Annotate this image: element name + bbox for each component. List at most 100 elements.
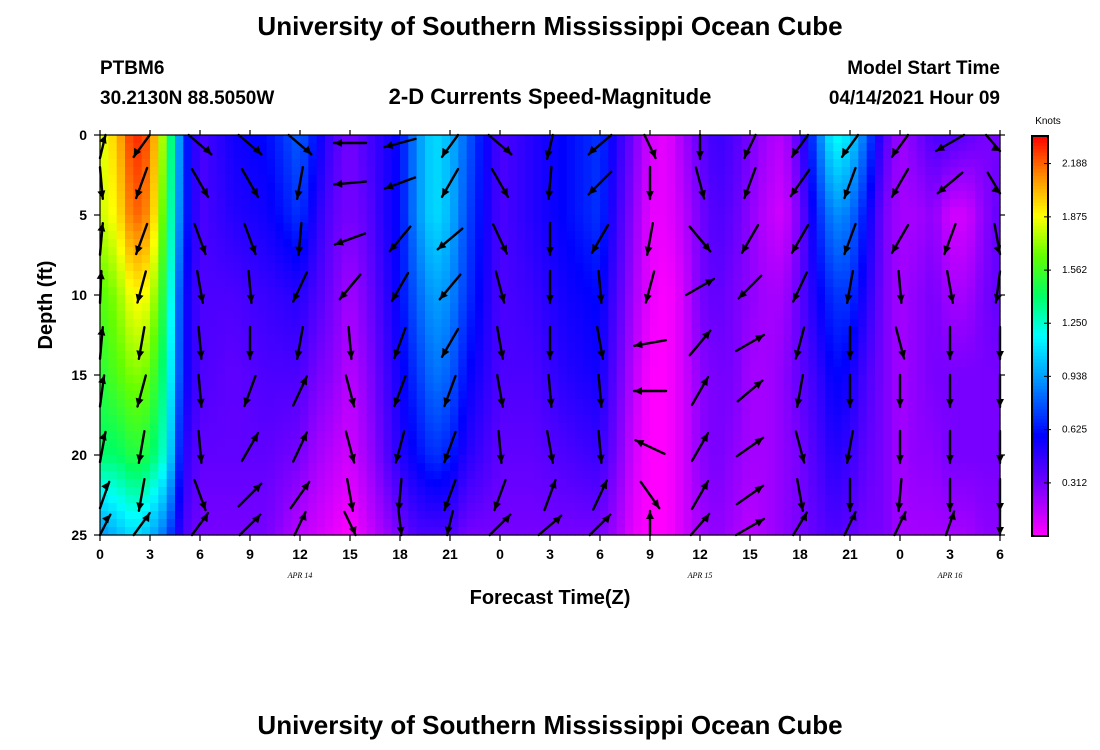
heatmap-cell (166, 311, 176, 320)
heatmap-cell (125, 319, 134, 328)
heatmap-cell (250, 383, 259, 392)
heatmap-cell (558, 239, 568, 248)
heatmap-cell (783, 191, 793, 200)
heatmap-cell (766, 239, 776, 248)
heatmap-cell (541, 207, 551, 216)
heatmap-cell (533, 311, 543, 320)
heatmap-cell (558, 471, 568, 480)
heatmap-cell (291, 239, 301, 248)
heatmap-cell (341, 439, 351, 448)
heatmap-cell (383, 167, 393, 176)
heatmap-cell (275, 223, 284, 232)
heatmap-cell (658, 135, 668, 144)
heatmap-cell (600, 239, 609, 248)
heatmap-cell (225, 367, 234, 376)
heatmap-cell (883, 455, 893, 464)
heatmap-cell (158, 511, 168, 520)
heatmap-cell (783, 399, 793, 408)
heatmap-cell (558, 463, 568, 472)
heatmap-cell (191, 159, 201, 168)
heatmap-cell (850, 447, 859, 456)
heatmap-cell (308, 135, 318, 144)
heatmap-cell (858, 343, 868, 352)
heatmap-cell (100, 295, 109, 304)
heatmap-cell (658, 239, 668, 248)
heatmap-cell (266, 143, 276, 152)
heatmap-cell (208, 303, 218, 312)
heatmap-cell (200, 311, 209, 320)
heatmap-cell (891, 375, 901, 384)
heatmap-cell (616, 167, 626, 176)
heatmap-cell (125, 287, 134, 296)
heatmap-cell (683, 335, 693, 344)
heatmap-cell (783, 223, 793, 232)
heatmap-cell (683, 287, 693, 296)
heatmap-cell (625, 447, 634, 456)
heatmap-cell (658, 423, 668, 432)
heatmap-cell (466, 463, 476, 472)
heatmap-cell (116, 431, 126, 440)
heatmap-cell (591, 415, 601, 424)
heatmap-cell (641, 503, 651, 512)
heatmap-cell (466, 231, 476, 240)
heatmap-cell (875, 151, 884, 160)
heatmap-cell (691, 255, 701, 264)
heatmap-cell (158, 319, 168, 328)
heatmap-cell (733, 231, 743, 240)
heatmap-cell (883, 415, 893, 424)
heatmap-cell (683, 231, 693, 240)
heatmap-cell (666, 367, 676, 376)
heatmap-cell (491, 383, 501, 392)
heatmap-cell (750, 503, 759, 512)
heatmap-cell (475, 343, 484, 352)
heatmap-cell (208, 367, 218, 376)
heatmap-cell (400, 239, 409, 248)
heatmap-cell (275, 407, 284, 416)
heatmap-cell (500, 463, 509, 472)
heatmap-cell (450, 167, 459, 176)
heatmap-cell (350, 415, 359, 424)
heatmap-cell (333, 255, 343, 264)
heatmap-cell (358, 519, 368, 528)
heatmap-cell (133, 271, 143, 280)
heatmap-cell (583, 287, 593, 296)
heatmap-cell (116, 271, 126, 280)
heatmap-cell (825, 463, 834, 472)
heatmap-cell (700, 255, 709, 264)
heatmap-cell (616, 247, 626, 256)
heatmap-cell (133, 223, 143, 232)
heatmap-cell (700, 439, 709, 448)
heatmap-cell (833, 239, 843, 248)
heatmap-cell (741, 159, 751, 168)
heatmap-cell (150, 327, 159, 336)
heatmap-cell (333, 191, 343, 200)
heatmap-cell (258, 503, 268, 512)
heatmap-cell (891, 343, 901, 352)
heatmap-cell (375, 359, 384, 368)
heatmap-cell (608, 415, 618, 424)
heatmap-cell (858, 519, 868, 528)
heatmap-cell (625, 159, 634, 168)
heatmap-cell (466, 375, 476, 384)
heatmap-cell (775, 135, 784, 144)
heatmap-cell (925, 367, 934, 376)
heatmap-cell (250, 471, 259, 480)
heatmap-cell (825, 191, 834, 200)
heatmap-cell (725, 287, 734, 296)
heatmap-cell (375, 183, 384, 192)
heatmap-cell (175, 335, 184, 344)
heatmap-cell (650, 207, 659, 216)
heatmap-cell (575, 151, 584, 160)
heatmap-cell (341, 151, 351, 160)
heatmap-cell (325, 135, 334, 144)
heatmap-cell (391, 223, 401, 232)
heatmap-cell (575, 479, 584, 488)
heatmap-cell (775, 407, 784, 416)
heatmap-cell (508, 327, 518, 336)
heatmap-cell (500, 239, 509, 248)
heatmap-cell (450, 407, 459, 416)
heatmap-cell (108, 327, 118, 336)
heatmap-cell (533, 167, 543, 176)
heatmap-cell (408, 415, 418, 424)
heatmap-cell (650, 407, 659, 416)
